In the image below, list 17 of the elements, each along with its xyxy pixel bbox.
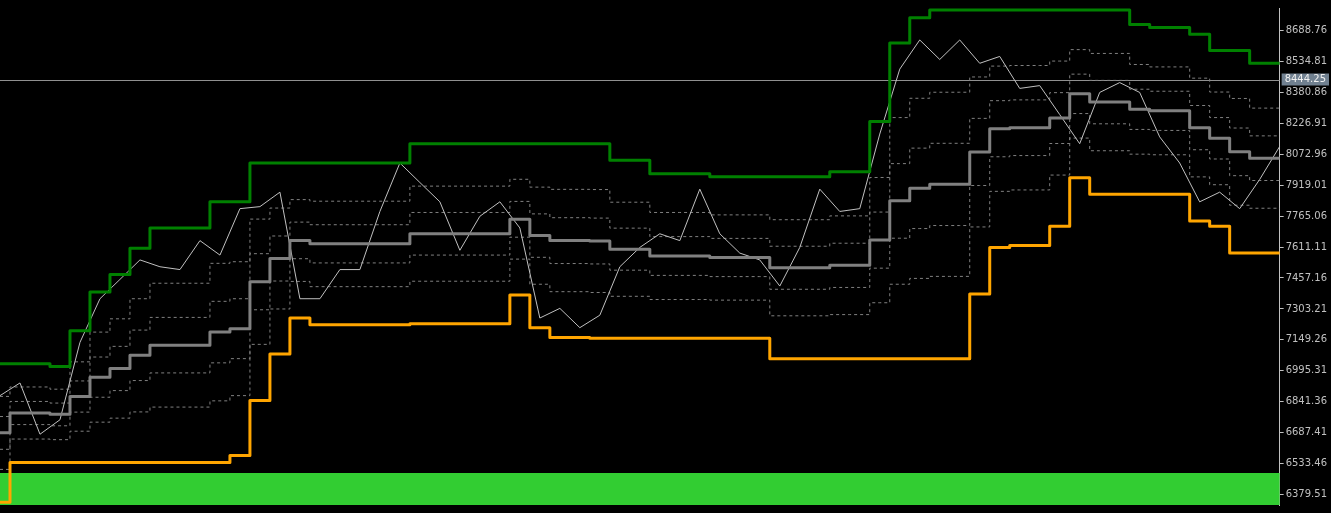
y-tick-label: 6379.51	[1285, 488, 1328, 500]
ref-line-label: 8444.25	[1284, 73, 1327, 85]
y-tick-label: 8688.76	[1285, 23, 1328, 35]
y-tick-label: 7765.06	[1285, 209, 1328, 221]
y-tick-label: 7303.21	[1285, 302, 1328, 314]
y-tick-label: 8380.86	[1285, 85, 1328, 97]
y-tick-label: 7149.26	[1285, 333, 1328, 345]
y-tick-label: 6533.46	[1285, 457, 1328, 469]
y-tick-label: 6687.41	[1285, 426, 1328, 438]
y-tick-label: 7611.11	[1285, 240, 1328, 252]
y-tick-label: 8072.96	[1285, 147, 1328, 159]
y-tick-label: 7919.01	[1285, 178, 1328, 190]
y-tick-label: 7457.16	[1285, 271, 1328, 283]
y-tick-label: 6841.36	[1285, 395, 1328, 407]
y-tick-label: 8226.91	[1285, 116, 1328, 128]
y-tick-label: 6995.31	[1285, 364, 1328, 376]
y-tick-label: 8534.81	[1285, 54, 1328, 66]
